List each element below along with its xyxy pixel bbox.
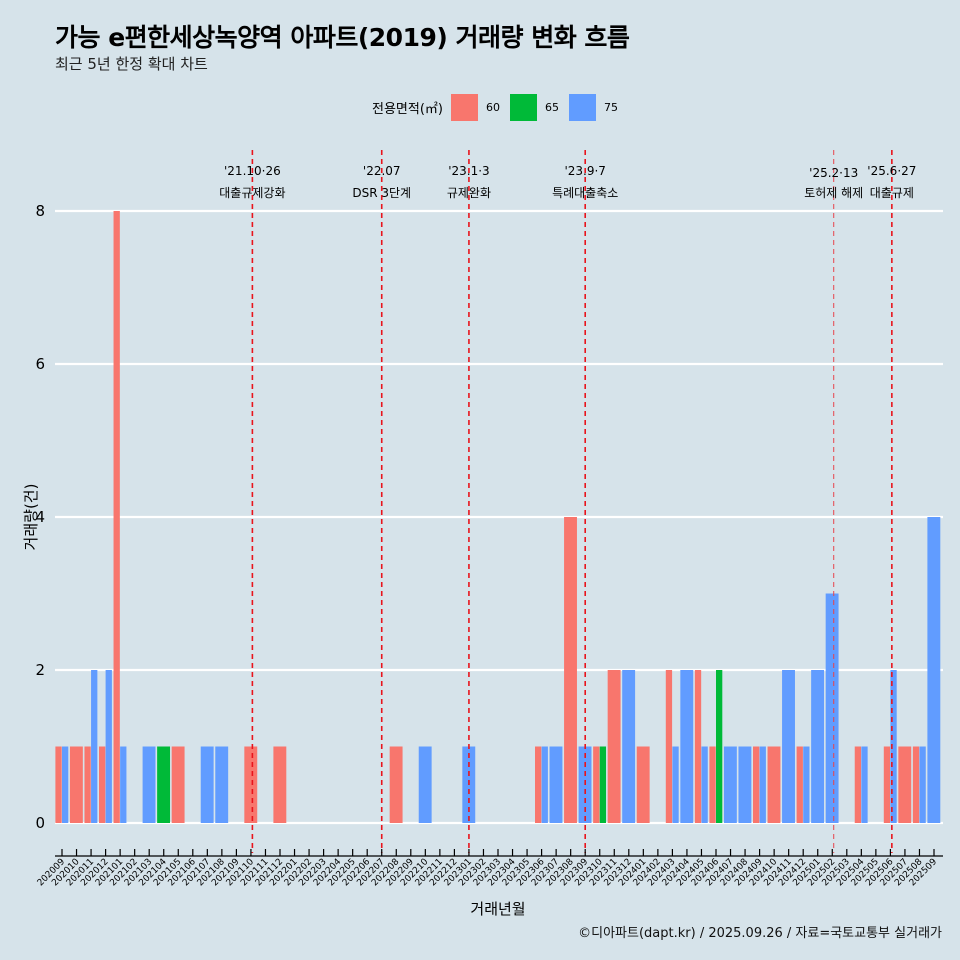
event-label: DSR 3단계 [352, 186, 411, 200]
bar-75-202101 [120, 746, 127, 823]
bar-75-202506 [890, 670, 897, 823]
bar-75-202012 [105, 670, 112, 823]
event-date: '22.07 [363, 164, 401, 178]
y-tick-label: 2 [35, 661, 45, 679]
bar-75-202411 [782, 670, 795, 823]
event-label: 대출규제 [870, 186, 914, 200]
bar-75-202011 [91, 670, 98, 823]
bar-75-202210 [418, 746, 432, 823]
bar-60-202406 [709, 746, 716, 823]
event-label: 규제완화 [447, 186, 491, 200]
bar-60-202310 [593, 746, 600, 823]
bar-60-202112 [273, 746, 287, 823]
bar-75-202412 [803, 746, 810, 823]
chart-subtitle: 최근 5년 한정 확대 차트 [55, 55, 208, 73]
y-tick-label: 4 [35, 508, 45, 526]
bar-60-202507 [898, 746, 912, 823]
bar-60-202011 [84, 746, 91, 823]
bar-60-202409 [753, 746, 760, 823]
bar-60-202403 [665, 670, 673, 823]
bar-75-202009 [62, 746, 69, 823]
bar-60-202412 [796, 746, 803, 823]
legend: 전용면적(㎡) 60 65 75 [372, 93, 628, 121]
event-label: 토허제 해제 [804, 186, 863, 200]
bar-75-202501 [811, 670, 825, 823]
event-date: '25.2·13 [809, 166, 858, 180]
legend-label-75: 75 [603, 100, 618, 114]
event-date: '23.1·3 [448, 164, 489, 178]
y-axis-title: 거래량(건) [22, 484, 40, 551]
y-tick-label: 0 [35, 814, 45, 832]
bar-75-202403 [672, 746, 679, 823]
bar-65-202406 [716, 670, 723, 823]
bar-60-202012 [99, 746, 106, 823]
legend-title: 전용면적(㎡) [372, 101, 443, 117]
legend-key-75 [568, 93, 596, 121]
event-date: '25.6·27 [867, 164, 916, 178]
bar-75-202103 [142, 746, 156, 823]
bar-75-202508 [919, 746, 926, 823]
bar-75-202502 [825, 593, 839, 823]
bar-60-202308 [564, 517, 577, 823]
bar-75-202107 [200, 746, 214, 823]
event-lines: '21.10·26 대출규제강화 '22.07 DSR 3단계 '23.1·3 규제완화 '… [219, 150, 916, 853]
legend-label-60: 60 [485, 100, 500, 114]
bar-60-202311 [607, 670, 621, 823]
bar-60-202410 [767, 746, 781, 823]
bar-75-202108 [215, 746, 229, 823]
y-tick-label: 8 [35, 202, 45, 220]
bar-60-202010 [69, 746, 83, 823]
bar-75-202306 [541, 746, 548, 823]
gridlines: 0 2 4 6 8 [35, 202, 943, 832]
bar-60-202401 [636, 746, 650, 823]
bar-60-202101 [113, 211, 120, 823]
bar-75-202409 [759, 746, 766, 823]
event-date: '21.10·26 [224, 164, 281, 178]
bar-75-202405 [701, 746, 708, 823]
legend-key-65 [509, 93, 537, 121]
chart-title: 가능 e편한세상녹양역 아파트(2019) 거래량 변화 흐름 [55, 23, 630, 52]
legend-key-60 [450, 93, 478, 121]
bar-65-202104 [157, 746, 171, 823]
bar-75-202312 [622, 670, 636, 823]
bar-75-202509 [927, 517, 941, 823]
footer-source: ©디아파트(dapt.kr) / 2025.09.26 / 자료=국토교통부 실… [578, 926, 942, 941]
bar-60-202405 [694, 670, 702, 823]
bar-60-202009 [55, 746, 62, 823]
bar-75-202404 [680, 670, 694, 823]
event-label: 대출규제강화 [219, 186, 285, 200]
bar-60-202110 [244, 746, 258, 823]
bar-60-202504 [854, 746, 862, 823]
bar-65-202310 [599, 746, 607, 823]
event-date: '23.9·7 [564, 164, 605, 178]
event-label: 특례대출축소 [552, 186, 618, 200]
bar-60-202508 [912, 746, 920, 823]
bar-75-202407 [723, 746, 737, 823]
bar-60-202306 [535, 746, 542, 823]
axes: 2020092020102020112020122021012021022021… [36, 849, 943, 888]
bar-75-202408 [738, 746, 752, 823]
bar-60-202105 [171, 746, 185, 823]
bar-75-202504 [861, 746, 868, 823]
y-tick-label: 6 [35, 355, 45, 373]
bar-60-202208 [389, 746, 403, 823]
legend-label-65: 65 [544, 100, 559, 114]
bar-60-202506 [883, 746, 891, 823]
bar-75-202307 [549, 746, 563, 823]
bars [55, 211, 941, 823]
x-axis-title: 거래년월 [470, 900, 525, 918]
